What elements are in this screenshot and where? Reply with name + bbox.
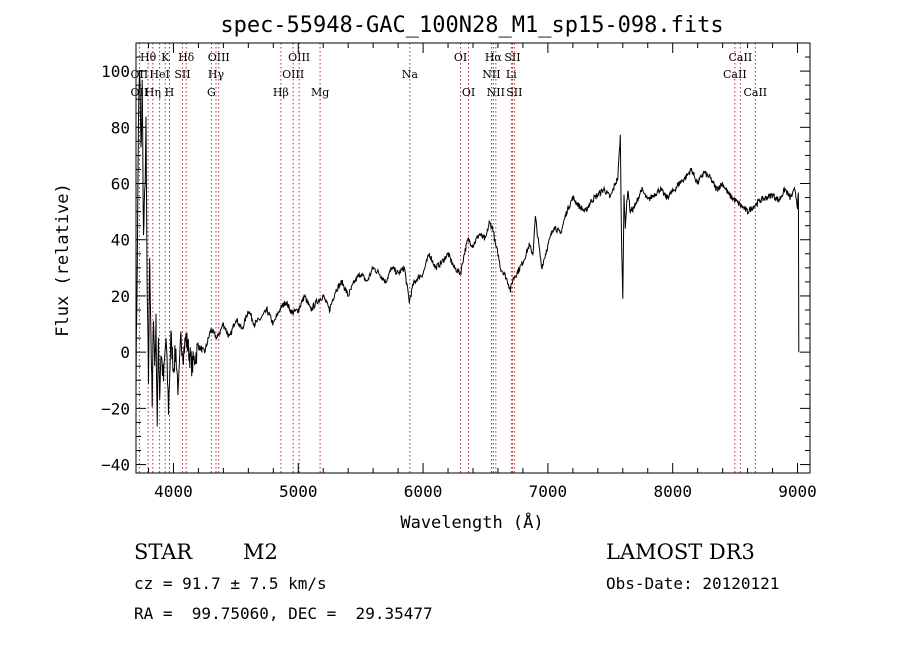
line-label: Na	[402, 68, 419, 81]
line-label: CaII	[743, 86, 767, 99]
line-label: SII	[174, 68, 190, 81]
line-label: OI	[462, 86, 475, 99]
line-label: CaII	[723, 68, 747, 81]
y-tick-label: −20	[101, 399, 130, 418]
line-label: NII	[482, 68, 500, 81]
axes: 4000 5000 6000 7000 8000 9000 −40 −20 0 20 40 60 80 1…	[101, 42, 817, 501]
line-label: Hα	[485, 51, 503, 64]
chart-title: spec-55948-GAC_100N28_M1_sp15-098.fits	[220, 13, 723, 38]
line-label: OIII	[288, 51, 310, 64]
y-tick-label: 40	[111, 231, 130, 250]
plot-frame	[135, 42, 811, 474]
line-label: Hη	[145, 86, 161, 99]
line-label: Hδ	[178, 51, 195, 64]
object-class: STAR	[134, 540, 193, 564]
line-label: Hβ	[273, 86, 289, 99]
line-label: Hγ	[208, 68, 225, 81]
x-tick-label: 7000	[529, 482, 568, 501]
spectrum-line	[135, 69, 800, 427]
object-subclass: M2	[243, 540, 278, 564]
line-label: G	[207, 86, 216, 99]
line-label: K	[161, 51, 170, 64]
line-label: OI	[454, 51, 467, 64]
spectrum-series	[135, 69, 800, 427]
spectral-line-markers	[138, 43, 756, 473]
x-tick-label: 8000	[653, 482, 692, 501]
y-tick-label: 100	[101, 62, 130, 81]
x-tick-label: 9000	[778, 482, 817, 501]
coordinates: RA = 99.75060, DEC = 29.35477	[134, 604, 433, 623]
line-label: SII	[506, 86, 522, 99]
line-label: HeI	[149, 68, 169, 81]
line-label: SII	[504, 51, 520, 64]
y-tick-label: 20	[111, 287, 130, 306]
x-axis-label: Wavelength (Å)	[400, 511, 543, 533]
survey-label: LAMOST DR3	[606, 540, 755, 564]
y-axis-label: Flux (relative)	[53, 183, 73, 337]
line-label: CaII	[729, 51, 753, 64]
y-tick-label: −40	[101, 456, 130, 475]
y-tick-label: 0	[120, 343, 130, 362]
line-label: Hθ	[140, 51, 157, 64]
y-tick-label: 60	[111, 175, 130, 194]
x-tick-label: 5000	[279, 482, 318, 501]
redshift-cz: cz = 91.7 ± 7.5 km/s	[134, 574, 327, 593]
x-tick-label: 6000	[404, 482, 443, 501]
line-label: Li	[506, 68, 517, 81]
line-label: OIII	[208, 51, 230, 64]
line-label: NII	[487, 86, 505, 99]
line-label: OIII	[282, 68, 304, 81]
y-tick-label: 80	[111, 118, 130, 137]
line-label: H	[165, 86, 175, 99]
observation-date: Obs-Date: 20120121	[606, 574, 780, 593]
x-tick-label: 4000	[154, 482, 193, 501]
line-label: Mg	[311, 86, 329, 99]
